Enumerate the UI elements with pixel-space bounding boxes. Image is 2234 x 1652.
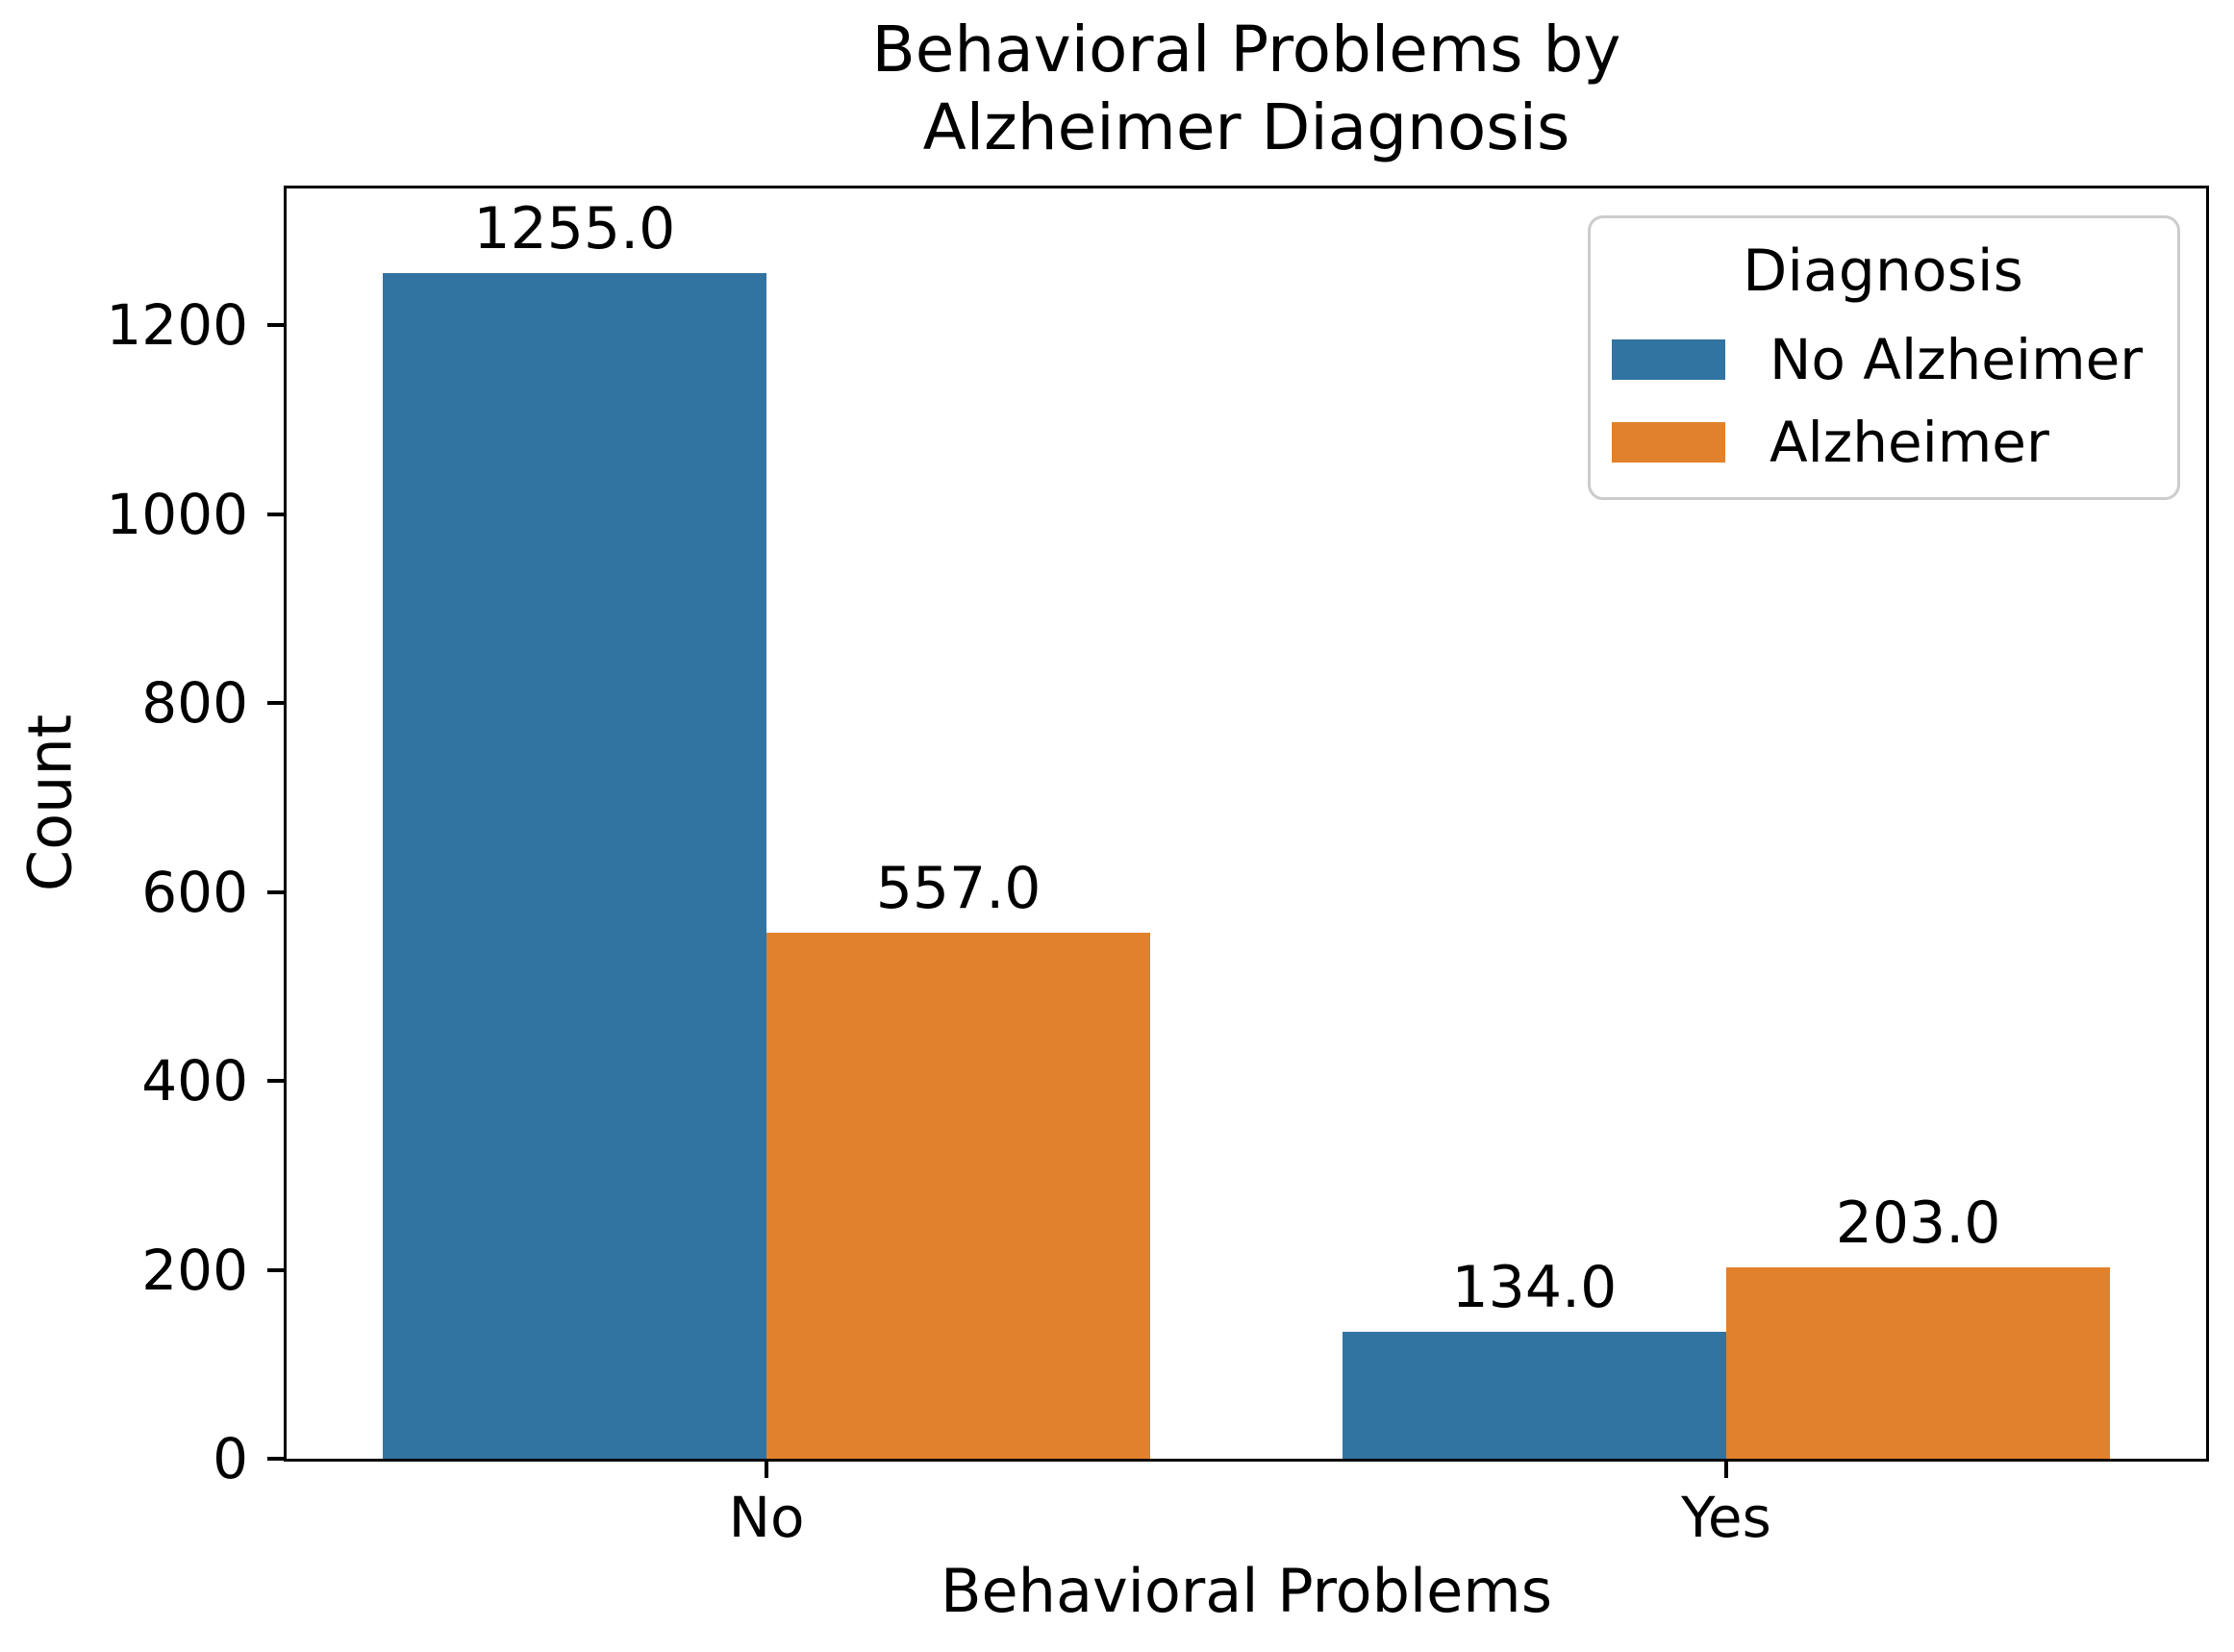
y-tick-mark-200 <box>267 1267 287 1272</box>
x-axis-label: Behavioral Problems <box>940 1556 1552 1626</box>
plot-area: Diagnosis No Alzheimer Alzheimer 0 200 400… <box>106 186 2209 1545</box>
x-tick-mark-no <box>765 1459 768 1478</box>
legend-item-alzheimer: Alzheimer <box>1612 414 2154 470</box>
legend-label-no-alzheimer: No Alzheimer <box>1770 327 2144 392</box>
bar-yes-alzheimer <box>1726 1266 2111 1459</box>
y-tick-label-0: 0 <box>213 1426 248 1491</box>
chart-title: Behavioral Problems by Alzheimer Diagnos… <box>284 12 2209 166</box>
y-tick-label-400: 400 <box>141 1048 248 1114</box>
chart-title-line2: Alzheimer Diagnosis <box>922 89 1570 164</box>
bar-yes-no-alzheimer <box>1342 1332 1726 1459</box>
bar-no-no-alzheimer <box>382 273 766 1459</box>
legend-swatch-no-alzheimer <box>1612 339 1725 380</box>
y-tick-mark-0 <box>267 1457 287 1461</box>
x-tick-label-yes: Yes <box>1681 1485 1771 1550</box>
y-tick-mark-800 <box>267 701 287 706</box>
y-tick-label-1000: 1000 <box>106 481 248 547</box>
y-tick-label-600: 600 <box>141 859 248 925</box>
y-tick-mark-1200 <box>267 323 287 328</box>
y-tick-label-200: 200 <box>141 1237 248 1303</box>
x-tick-label-no: No <box>728 1485 805 1550</box>
bar-value-label-no-alzheimer: 557.0 <box>875 854 1042 922</box>
legend-item-no-alzheimer: No Alzheimer <box>1612 332 2154 388</box>
bar-value-label-no-no-alzheimer: 1255.0 <box>473 195 676 263</box>
chart-title-line1: Behavioral Problems by <box>871 13 1621 87</box>
y-axis-label: Count <box>14 713 86 892</box>
bar-value-label-yes-no-alzheimer: 134.0 <box>1451 1254 1618 1322</box>
y-tick-mark-600 <box>267 889 287 894</box>
legend-label-alzheimer: Alzheimer <box>1770 410 2049 475</box>
bar-no-alzheimer <box>766 932 1151 1459</box>
y-tick-mark-1000 <box>267 512 287 516</box>
legend-title: Diagnosis <box>1743 238 2023 305</box>
bar-value-label-yes-alzheimer: 203.0 <box>1835 1189 2001 1257</box>
y-tick-mark-400 <box>267 1079 287 1084</box>
legend-swatch-alzheimer <box>1612 422 1725 463</box>
y-tick-label-800: 800 <box>141 670 248 737</box>
legend: Diagnosis No Alzheimer Alzheimer <box>1588 215 2180 500</box>
x-tick-mark-yes <box>1724 1459 1728 1478</box>
y-tick-label-1200: 1200 <box>106 292 248 359</box>
